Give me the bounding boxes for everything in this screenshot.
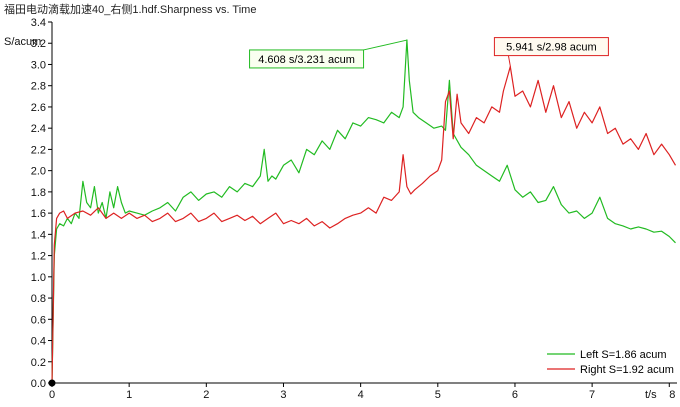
x-tick-label: 6: [512, 389, 518, 401]
y-tick-label: 1.2: [31, 251, 46, 263]
y-tick-label: 3.2: [31, 38, 46, 50]
x-tick-label: 8: [669, 389, 675, 401]
y-tick-label: 1.6: [31, 208, 46, 220]
origin-marker: [48, 379, 56, 387]
y-tick-label: 1.8: [31, 187, 46, 199]
chart-title: 福田电动滴载加速40_右侧1.hdf.Sharpness vs. Time: [4, 2, 256, 16]
x-tick-label: 7: [589, 389, 595, 401]
x-tick-label: 5: [435, 389, 441, 401]
y-tick-label: 3.4: [31, 17, 46, 29]
annotation-box: [493, 37, 609, 57]
y-tick-label: 1.0: [31, 272, 46, 284]
legend-label: Left S=1.86 acum: [580, 349, 667, 361]
y-tick-label: 2.8: [31, 81, 46, 93]
x-axis-label: t/s: [645, 389, 657, 401]
series-line-left: [51, 39, 676, 384]
y-tick-label: 1.4: [31, 229, 46, 241]
x-tick-label: 3: [280, 389, 286, 401]
y-tick-label: 0.0: [31, 378, 46, 390]
legend-label: Right S=1.92 acum: [580, 364, 674, 376]
y-tick-label: 0.4: [31, 336, 46, 348]
x-tick-label: 2: [203, 389, 209, 401]
y-tick-label: 2.6: [31, 102, 46, 114]
annotation-label: 4.608 s/3.231 acum: [258, 54, 355, 66]
x-tick-label: 0: [49, 389, 55, 401]
x-tick-label: 1: [126, 389, 132, 401]
plot-area: 0.0 0.2 0.4 0.6 0.8 1.0 1.2 1.4 1.6 1.8 2.0 2.2 2.4 2…: [31, 17, 677, 401]
y-tick-label: 3.0: [31, 59, 46, 71]
y-tick-label: 2.0: [31, 166, 46, 178]
annotation-leader: [507, 55, 511, 67]
x-tick-label: 4: [358, 389, 364, 401]
y-tick-label: 2.4: [31, 123, 46, 135]
annotation-label: 5.941 s/2.98 acum: [506, 42, 597, 54]
y-tick-label: 0.2: [31, 357, 46, 369]
series-line-right: [51, 65, 677, 384]
y-tick-label: 0.8: [31, 293, 46, 305]
annotation-box: [249, 49, 365, 69]
annotation-leader: [363, 39, 408, 51]
y-tick-label: 0.6: [31, 314, 46, 326]
y-axis-label: S/acum: [4, 36, 41, 48]
y-tick-label: 2.2: [31, 144, 46, 156]
